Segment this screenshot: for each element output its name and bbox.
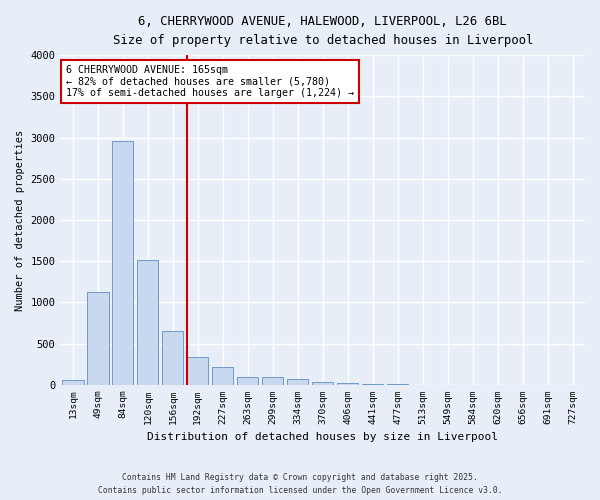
Text: 6 CHERRYWOOD AVENUE: 165sqm
← 82% of detached houses are smaller (5,780)
17% of : 6 CHERRYWOOD AVENUE: 165sqm ← 82% of det… [65, 65, 353, 98]
Y-axis label: Number of detached properties: Number of detached properties [15, 130, 25, 310]
Bar [312, 382, 334, 385]
Bar [162, 331, 184, 385]
Bar [287, 380, 308, 385]
Bar [337, 383, 358, 385]
Bar [362, 384, 383, 385]
X-axis label: Distribution of detached houses by size in Liverpool: Distribution of detached houses by size … [147, 432, 498, 442]
Title: 6, CHERRYWOOD AVENUE, HALEWOOD, LIVERPOOL, L26 6BL
Size of property relative to : 6, CHERRYWOOD AVENUE, HALEWOOD, LIVERPOO… [113, 15, 533, 47]
Bar [212, 367, 233, 385]
Bar [187, 357, 208, 385]
Bar [137, 260, 158, 385]
Bar [112, 141, 133, 385]
Text: Contains HM Land Registry data © Crown copyright and database right 2025.
Contai: Contains HM Land Registry data © Crown c… [98, 474, 502, 495]
Bar [237, 378, 259, 385]
Bar [87, 292, 109, 385]
Bar [62, 380, 83, 385]
Bar [262, 378, 283, 385]
